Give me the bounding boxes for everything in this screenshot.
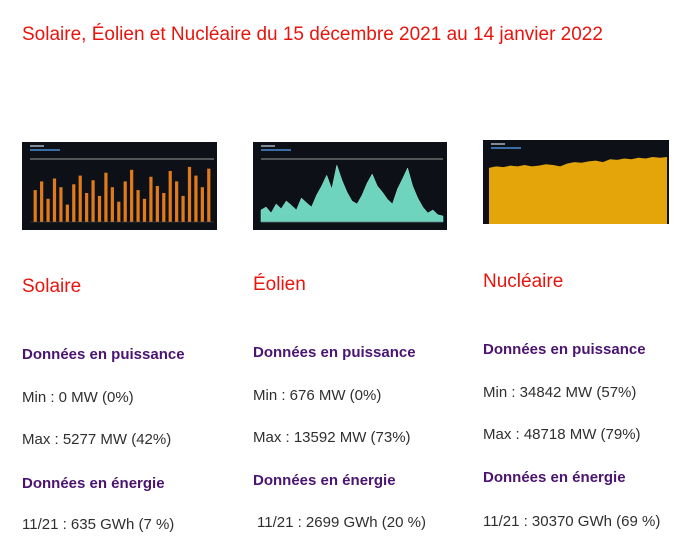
energie-heading: Données en énergie: [22, 475, 165, 492]
solaire-spike: [136, 190, 140, 222]
solaire-spike: [110, 187, 114, 222]
eolien-chart-thumbnail[interactable]: [253, 142, 447, 230]
column-solaire: Solaire Données en puissance Min : 0 MW …: [22, 0, 237, 551]
page-title: Solaire, Éolien et Nucléaire du 15 décem…: [22, 24, 603, 45]
solaire-spike: [162, 193, 166, 222]
energie-heading: Données en énergie: [483, 469, 626, 486]
nucleaire-chart-image: [483, 140, 669, 224]
solaire-spike: [40, 181, 44, 222]
puissance-max: Max : 5277 MW (42%): [22, 431, 172, 448]
energie-value: 11/21 : 30370 GWh (69 %): [483, 513, 661, 530]
column-eolien: Éolien Données en puissance Min : 676 MW…: [253, 0, 468, 551]
puissance-heading: Données en puissance: [253, 344, 416, 361]
solaire-spike: [194, 175, 198, 222]
solaire-spike: [207, 168, 211, 222]
eolien-chart-image: [253, 142, 447, 230]
solaire-spike: [97, 195, 102, 222]
solaire-spike: [59, 187, 63, 222]
solaire-chart-image: [22, 142, 217, 230]
solaire-chart-thumbnail[interactable]: [22, 142, 217, 230]
solaire-spike: [33, 190, 37, 222]
solaire-spike: [168, 170, 172, 222]
solaire-spike: [155, 186, 159, 222]
puissance-min: Min : 676 MW (0%): [253, 387, 382, 404]
solaire-spike: [91, 180, 95, 222]
section-title-nucleaire: Nucléaire: [483, 271, 564, 292]
solaire-spike: [104, 172, 108, 222]
solaire-spike: [72, 184, 76, 222]
solaire-spike: [123, 181, 127, 222]
energie-value: 11/21 : 635 GWh (7 %): [22, 516, 175, 533]
solaire-spike: [78, 175, 82, 222]
puissance-min: Min : 34842 MW (57%): [483, 384, 637, 401]
solaire-spike: [52, 178, 57, 222]
solaire-spike: [85, 193, 89, 222]
solaire-spike: [130, 169, 134, 222]
section-title-solaire: Solaire: [22, 276, 82, 297]
column-nucleaire: Nucléaire Données en puissance Min : 348…: [483, 0, 695, 551]
solaire-spike: [187, 166, 192, 222]
puissance-max: Max : 48718 MW (79%): [483, 426, 641, 443]
solaire-spike: [149, 176, 153, 222]
energie-value: 11/21 : 2699 GWh (20 %): [257, 514, 426, 531]
puissance-min: Min : 0 MW (0%): [22, 389, 134, 406]
section-title-eolien: Éolien: [253, 274, 306, 295]
solaire-spike: [181, 195, 185, 222]
solaire-spike: [142, 198, 147, 222]
nucleaire-chart-thumbnail[interactable]: [483, 140, 669, 224]
puissance-heading: Données en puissance: [22, 346, 185, 363]
solaire-spike: [117, 201, 121, 222]
solaire-spike: [200, 187, 204, 222]
solaire-spike: [175, 181, 179, 222]
solaire-spike: [46, 198, 50, 222]
puissance-heading: Données en puissance: [483, 341, 646, 358]
energie-heading: Données en énergie: [253, 472, 396, 489]
puissance-max: Max : 13592 MW (73%): [253, 429, 411, 446]
solaire-spike: [65, 204, 69, 222]
